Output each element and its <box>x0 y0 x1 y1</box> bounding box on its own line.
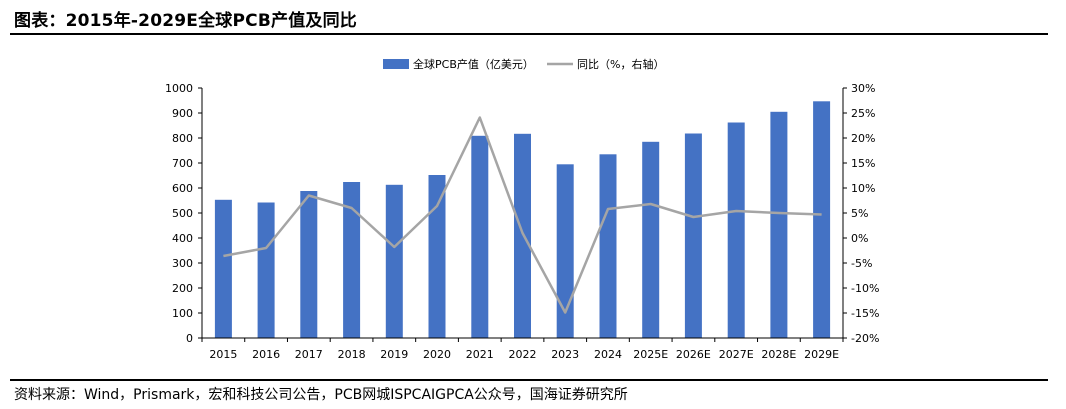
x-tick-label: 2026E <box>676 348 711 361</box>
source-note: 资料来源：Wind，Prismark，宏和科技公司公告，PCB网城ISPCAIG… <box>14 387 628 403</box>
bar-2022 <box>514 133 531 339</box>
bar-2025e <box>642 141 660 339</box>
bar-2021 <box>471 135 489 339</box>
x-tick-label: 2022 <box>509 348 537 361</box>
right-tick-label: 5% <box>851 207 868 220</box>
right-tick-label: -15% <box>851 307 879 320</box>
left-tick-label: 1000 <box>165 82 193 95</box>
bar-2028e <box>770 111 788 339</box>
left-tick-label: 300 <box>172 257 193 270</box>
left-tick-label: 200 <box>172 282 193 295</box>
x-tick-label: 2017 <box>295 348 323 361</box>
right-tick-label: -5% <box>851 257 872 270</box>
bar-2016 <box>257 202 275 338</box>
bar-2023 <box>556 164 574 339</box>
left-tick-label: 600 <box>172 182 193 195</box>
right-tick-label: 25% <box>851 107 875 120</box>
left-tick-label: 800 <box>172 132 193 145</box>
x-tick-label: 2029E <box>804 348 839 361</box>
source-divider <box>10 379 1048 381</box>
right-tick-label: 30% <box>851 82 875 95</box>
bar-2027e <box>727 122 745 338</box>
right-tick-label: 20% <box>851 132 875 145</box>
bar-2026e <box>684 133 702 338</box>
x-tick-label: 2024 <box>594 348 622 361</box>
chart-title: 图表：2015年-2029E全球PCB产值及同比 <box>14 11 357 31</box>
bar-2020 <box>428 175 446 338</box>
pcb-output-chart: 全球PCB产值（亿美元） 同比（%，右轴） 0 100 200 300 400 500 600… <box>165 57 879 361</box>
x-tick-label: 2020 <box>423 348 451 361</box>
bar-series <box>214 101 831 339</box>
legend: 全球PCB产值（亿美元） 同比（%，右轴） <box>383 57 664 71</box>
right-tick-label: 10% <box>851 182 875 195</box>
left-tick-label: 100 <box>172 307 193 320</box>
left-tick-label: 500 <box>172 207 193 220</box>
left-tick-label: 400 <box>172 232 193 245</box>
x-tick-label: 2019 <box>380 348 408 361</box>
x-tick-label: 2023 <box>551 348 579 361</box>
x-tick-label: 2025E <box>633 348 668 361</box>
bar-2029e <box>813 101 831 339</box>
bar-2017 <box>300 191 318 338</box>
x-tick-label: 2028E <box>761 348 796 361</box>
left-tick-label: 700 <box>172 157 193 170</box>
line-series <box>223 116 822 314</box>
right-tick-label: -10% <box>851 282 879 295</box>
x-tick-label: 2015 <box>209 348 237 361</box>
title-divider <box>10 33 1048 35</box>
right-tick-label: -20% <box>851 332 879 345</box>
legend-bar-swatch <box>383 59 409 69</box>
x-tick-label: 2016 <box>252 348 280 361</box>
bar-2019 <box>385 184 403 339</box>
left-tick-label: 900 <box>172 107 193 120</box>
left-tick-label: 0 <box>186 332 193 345</box>
legend-line-label: 同比（%，右轴） <box>577 57 664 71</box>
legend-bar-label: 全球PCB产值（亿美元） <box>413 57 534 71</box>
right-tick-label: 0% <box>851 232 868 245</box>
x-tick-label: 2021 <box>466 348 494 361</box>
bar-2024 <box>599 154 617 339</box>
bar-2015 <box>214 199 232 339</box>
x-tick-label: 2018 <box>338 348 366 361</box>
bar-2018 <box>343 182 361 338</box>
axes: 0 100 200 300 400 500 600 700 800 900 1000 -20% -15%… <box>165 82 879 361</box>
right-tick-label: 15% <box>851 157 875 170</box>
x-tick-label: 2027E <box>719 348 754 361</box>
